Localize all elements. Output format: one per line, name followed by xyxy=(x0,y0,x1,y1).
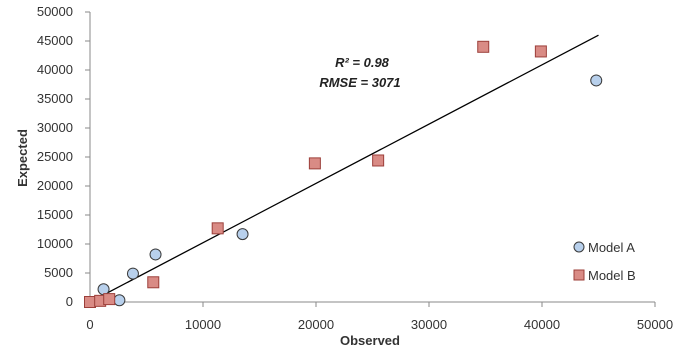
model-a-point xyxy=(236,228,249,241)
x-tick-label: 40000 xyxy=(524,317,560,332)
data-points xyxy=(84,40,603,308)
x-tick-label: 30000 xyxy=(411,317,447,332)
r-squared-annotation: R² = 0.98 xyxy=(335,55,390,70)
model-a-point xyxy=(113,294,126,307)
tick-labels: 0 5000 10000 15000 20000 25000 30000 35000 40000… xyxy=(37,4,673,332)
y-tick-label: 15000 xyxy=(37,207,73,222)
legend-marker-model-a xyxy=(573,241,585,253)
y-tick-label: 35000 xyxy=(37,91,73,106)
trendline-group xyxy=(89,34,599,303)
model-a-point xyxy=(149,248,162,261)
model-b-point xyxy=(84,296,96,308)
model-b-point xyxy=(372,154,385,167)
model-a-point xyxy=(97,283,110,296)
y-tick-label: 5000 xyxy=(44,265,73,280)
y-tick-label: 0 xyxy=(66,294,73,309)
y-tick-label: 50000 xyxy=(37,4,73,19)
model-b-point xyxy=(211,222,224,235)
y-tick-label: 10000 xyxy=(37,236,73,251)
x-tick-label: 50000 xyxy=(637,317,673,332)
legend-label-model-b: Model B xyxy=(588,268,636,283)
y-tick-label: 30000 xyxy=(37,120,73,135)
model-b-point xyxy=(308,157,321,170)
model-a-point xyxy=(126,267,139,280)
model-b-point xyxy=(147,276,160,289)
model-a-point xyxy=(590,74,603,87)
x-tick-label: 0 xyxy=(86,317,93,332)
rmse-annotation: RMSE = 3071 xyxy=(319,75,400,90)
x-tick-label: 10000 xyxy=(185,317,221,332)
x-tick-label: 20000 xyxy=(298,317,334,332)
legend-marker-model-b xyxy=(573,269,585,281)
y-tick-label: 25000 xyxy=(37,149,73,164)
y-tick-label: 40000 xyxy=(37,62,73,77)
y-tick-label: 20000 xyxy=(37,178,73,193)
model-b-point xyxy=(534,45,547,58)
legend-label-model-a: Model A xyxy=(588,240,635,255)
model-b-point xyxy=(477,40,490,53)
x-axis-title: Observed xyxy=(340,333,400,348)
trendline xyxy=(89,34,599,303)
legend: Model A Model B xyxy=(573,240,636,283)
y-axis-title: Expected xyxy=(15,129,30,187)
y-tick-label: 45000 xyxy=(37,33,73,48)
model-b-point xyxy=(103,293,116,306)
